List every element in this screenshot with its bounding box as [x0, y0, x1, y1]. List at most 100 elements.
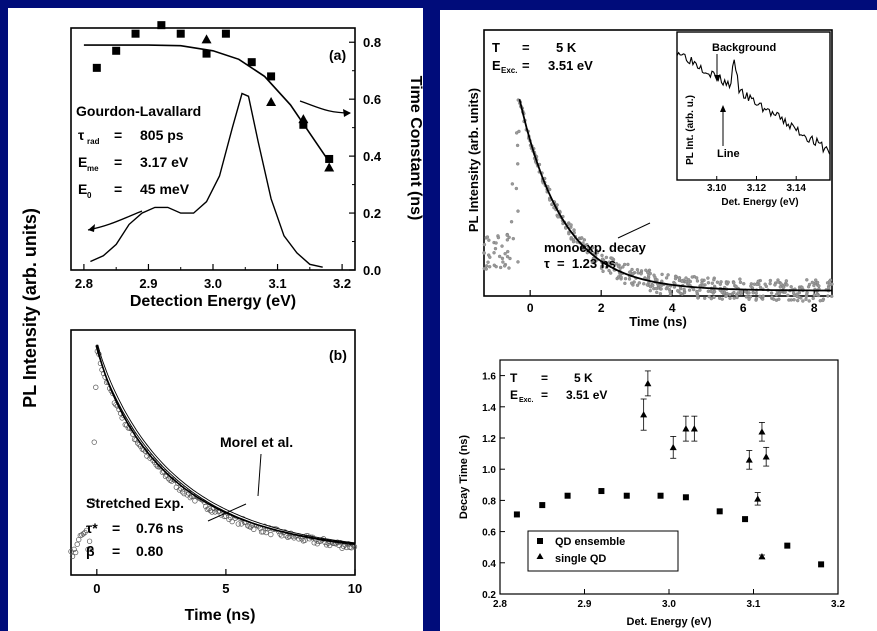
c-data-point — [486, 260, 490, 264]
b-data-point — [268, 531, 274, 538]
c-data-point — [754, 291, 758, 295]
c-data-point — [500, 244, 504, 248]
d-ytick-label: 1.6 — [482, 372, 496, 383]
b-data-point — [83, 527, 90, 533]
c-data-point — [804, 297, 808, 301]
c-data-point — [792, 298, 796, 302]
c-data-point — [684, 276, 688, 280]
monoexp-pointer — [617, 222, 651, 239]
c-data-point — [807, 299, 811, 303]
c-t-eq: = — [522, 40, 530, 55]
inset-xtick-label: 3.14 — [786, 183, 806, 194]
c-data-point — [695, 289, 699, 294]
c-data-point — [754, 296, 759, 301]
d-ensemble-point — [716, 508, 723, 515]
b-data-point — [302, 537, 308, 543]
inset-xlabel: Det. Energy (eV) — [721, 197, 798, 208]
a-param-sub: me — [87, 164, 99, 173]
b-data-point — [296, 536, 302, 542]
d-single-point — [644, 379, 652, 387]
a-xtick-label: 3.0 — [204, 276, 222, 291]
plot-a-xticks: 2.8 2.9 3.0 3.1 3.2 — [75, 264, 351, 291]
d-single-point — [669, 443, 677, 451]
c-data-point — [668, 292, 673, 297]
c-data-point — [789, 285, 793, 289]
b-data-point — [263, 529, 269, 536]
d-single-point — [754, 495, 762, 502]
a-param-symbol: E — [78, 154, 87, 170]
inset-ylabel: PL Int. (arb. u.) — [685, 95, 696, 165]
c-data-point — [664, 276, 669, 280]
a-xtick-label: 2.9 — [139, 276, 157, 291]
model-label: Gourdon-Lavallard — [76, 103, 201, 119]
a-triangle-point — [201, 34, 212, 44]
c-data-point — [645, 283, 650, 287]
c-xtick-label: 2 — [598, 301, 605, 315]
d-single-point — [745, 456, 753, 463]
a-square-point — [157, 21, 166, 30]
c-data-point — [735, 295, 739, 300]
c-data-point — [695, 293, 700, 298]
c-data-point — [506, 249, 510, 254]
b-data-point — [79, 532, 85, 538]
c-data-point — [682, 290, 687, 295]
c-data-point — [777, 297, 781, 301]
inset-marks — [676, 51, 831, 155]
c-data-point — [773, 283, 777, 287]
c-data-point — [805, 292, 809, 297]
d-xtick-label: 3.2 — [831, 599, 845, 610]
b-data-point — [179, 489, 186, 495]
monoexp-tau: τ = 1.23 ns — [544, 256, 616, 271]
c-data-point — [673, 276, 678, 281]
d-ytick-label: 0.4 — [482, 559, 496, 570]
c-data-point — [814, 278, 818, 282]
d-ytick-label: 0.8 — [482, 496, 496, 507]
a-ytick-label: 0.0 — [363, 263, 381, 278]
c-data-point — [758, 294, 762, 299]
c-data-point — [777, 291, 782, 296]
c-data-point — [728, 292, 732, 297]
legend-triangle-marker — [536, 553, 544, 559]
c-data-point — [494, 241, 498, 245]
plot-d-legend: QD ensemble single QD — [527, 530, 679, 572]
morel-pointer — [257, 453, 262, 497]
a-param-sub: rad — [87, 137, 100, 146]
left-figure: PL Intensity (arb. units) 2.8 2.9 3.0 3.1 3.… — [20, 21, 424, 624]
c-data-point — [564, 226, 568, 230]
c-data-point — [776, 280, 780, 284]
c-data-point — [797, 291, 802, 295]
c-data-point — [502, 264, 507, 268]
c-data-point — [507, 235, 511, 240]
b-data-point — [340, 543, 347, 550]
c-data-point — [706, 281, 711, 285]
c-data-point — [751, 291, 755, 295]
d-ytick-label: 0.6 — [482, 528, 496, 539]
plot-a-marks — [83, 21, 335, 268]
inset-line-label: Line — [717, 148, 740, 160]
c-data-point — [583, 243, 588, 248]
c-data-point — [630, 267, 634, 272]
a-square-point — [202, 49, 211, 58]
d-ensemble-point — [564, 492, 571, 499]
d-single-point — [682, 425, 690, 432]
c-data-point — [614, 262, 619, 266]
plot-c-ylabel: PL Intensity (arb. units) — [466, 88, 481, 232]
a-ytick-label: 0.6 — [363, 92, 381, 107]
c-data-point — [821, 298, 825, 303]
a-square-point — [221, 29, 230, 38]
c-data-point — [505, 233, 509, 237]
a-param-symbol: τ — [78, 127, 85, 143]
c-data-point — [805, 278, 809, 282]
d-ensemble-point — [513, 511, 520, 518]
d-single-point — [758, 428, 766, 435]
d-ensemble-point — [657, 492, 664, 499]
c-data-point — [811, 296, 815, 301]
d-xtick-label: 2.9 — [578, 599, 592, 610]
d-ensemble-point — [742, 516, 749, 523]
c-data-point — [639, 272, 643, 276]
inset-background-label: Background — [712, 42, 776, 54]
legend-box — [527, 530, 679, 572]
c-data-point — [635, 283, 640, 287]
c-data-point — [500, 256, 505, 261]
c-data-point — [590, 245, 595, 250]
